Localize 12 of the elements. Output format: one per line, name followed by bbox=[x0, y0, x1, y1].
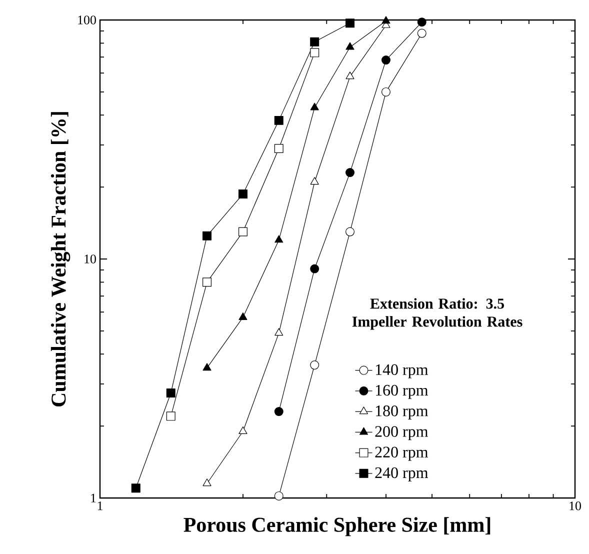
legend-label: 140 rpm bbox=[376, 364, 428, 378]
legend-label: 180 rpm bbox=[376, 405, 428, 420]
x-axis-title: Porous Ceramic Sphere Size [mm] bbox=[184, 517, 490, 536]
y-tick-label: 10 bbox=[84, 254, 96, 264]
y-axis-title: Cumulative Weight Fraction [%] bbox=[50, 112, 70, 406]
y-tick-label: 1 bbox=[91, 494, 96, 502]
legend-label: 160 rpm bbox=[376, 384, 428, 399]
legend-label: 220 rpm bbox=[375, 446, 428, 461]
y-tick-label: 100 bbox=[78, 16, 96, 24]
legend-title: Extension Ratio: 3.5 Impeller Revolution Rates bbox=[352, 298, 522, 330]
legend-label: 240 rpm bbox=[375, 467, 428, 482]
legend-label: 200 rpm bbox=[375, 426, 428, 440]
